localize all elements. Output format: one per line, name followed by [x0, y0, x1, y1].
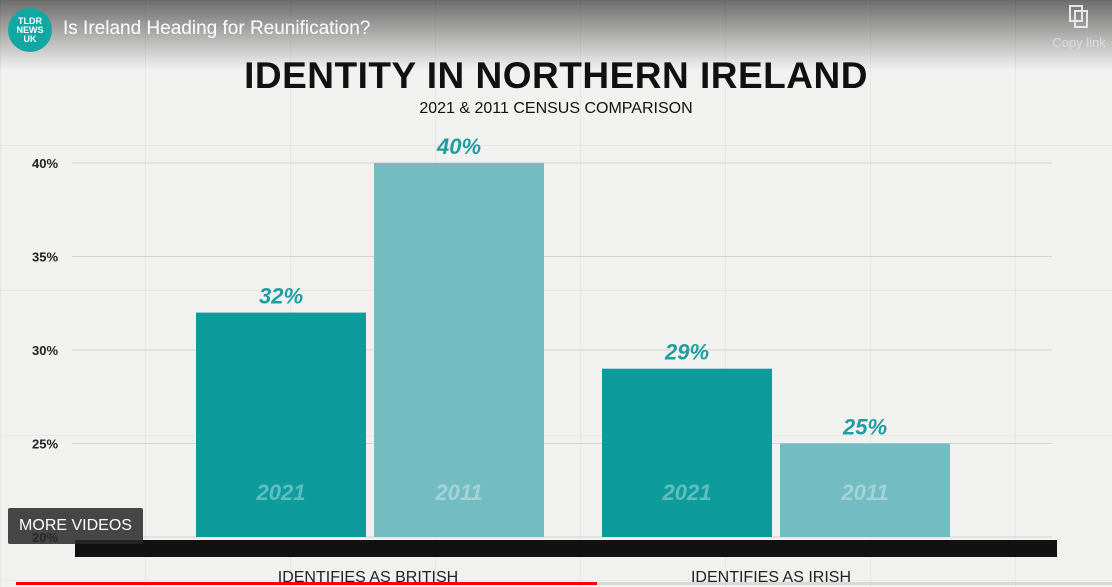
channel-logo-text: TLDR [18, 15, 42, 26]
data-label: 25% [842, 415, 887, 440]
bar [602, 368, 772, 537]
category-label: IDENTIFIES AS BRITISH [278, 569, 458, 586]
y-tick-label: 30% [32, 343, 58, 358]
bar [196, 312, 366, 537]
y-tick-label: 40% [32, 156, 58, 171]
bar [374, 163, 544, 537]
y-tick-label: 25% [32, 437, 58, 452]
bar-year-label: 2011 [434, 480, 482, 505]
video-title[interactable]: Is Ireland Heading for Reunification? [63, 18, 371, 39]
y-tick-label: 35% [32, 250, 58, 265]
data-label: 29% [664, 340, 709, 365]
bar [780, 443, 950, 537]
copy-link-button[interactable]: Copy link [1046, 5, 1112, 50]
bar-year-label: 2011 [840, 480, 888, 505]
bar-year-label: 2021 [662, 480, 712, 505]
player-top-shade [0, 0, 1112, 70]
channel-logo[interactable]: TLDR NEWS UK [8, 8, 52, 52]
copy-link-label: Copy link [1052, 35, 1106, 50]
data-label: 40% [436, 134, 481, 159]
data-label: 32% [259, 284, 303, 309]
channel-logo-text: UK [23, 33, 37, 44]
progress-bar[interactable] [16, 582, 1112, 585]
chart-subtitle: 2021 & 2011 CENSUS COMPARISON [419, 100, 693, 117]
bar-year-label: 2021 [256, 480, 306, 505]
progress-fill [16, 582, 597, 585]
x-axis-baseline [75, 540, 1057, 557]
category-label: IDENTIFIES AS IRISH [691, 569, 851, 586]
channel-logo-text: NEWS [16, 24, 44, 35]
more-videos-button[interactable]: MORE VIDEOS [8, 508, 143, 544]
copy-icon [1069, 5, 1088, 28]
